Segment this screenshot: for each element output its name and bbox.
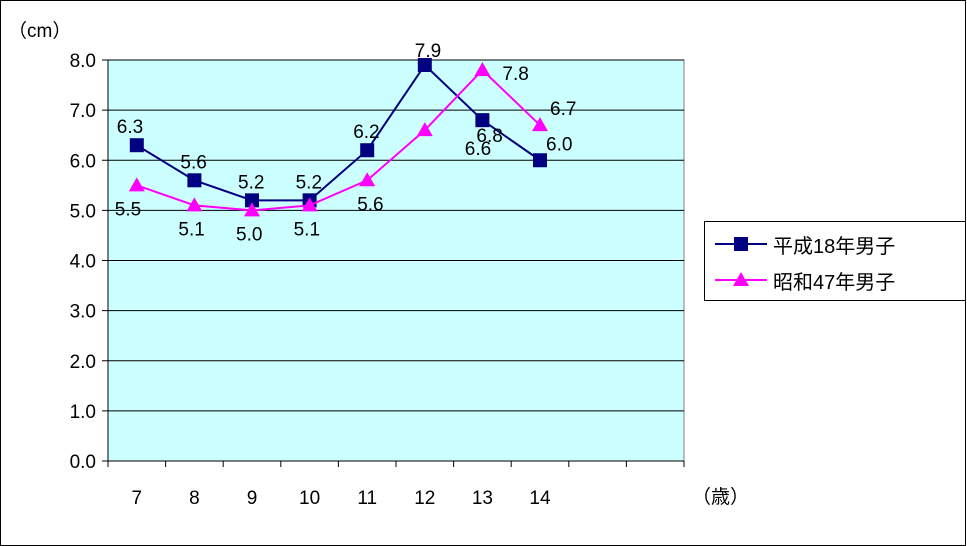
data-label: 5.1 [294,219,320,240]
data-label: 5.0 [236,224,262,245]
legend-item-heisei18: 平成18年男子 [713,229,895,259]
data-label: 6.8 [476,126,502,147]
y-tick-label: 2.0 [70,352,96,373]
data-point [301,197,318,212]
y-tick-label: 5.0 [70,201,96,222]
series-line [136,63,541,202]
legend-item-showa47: 昭和47年男子 [713,265,895,295]
data-label: 7.9 [415,41,441,62]
data-label: 6.2 [353,122,379,143]
data-point [244,202,260,217]
data-point [129,138,144,153]
y-tick-label: 1.0 [70,402,96,423]
x-tick-label: 14 [529,488,551,509]
y-tick-label: 8.0 [70,51,96,72]
data-label: 5.5 [115,199,141,220]
series-layer: 6.3 5.6 5.2 5.2 6.2 7.9 6.8 6.0 5.5 5.1 5.0 5.1 5.6 6… [115,41,577,245]
x-axis-unit: （歳） [692,486,749,508]
x-axis: 7 8 9 10 11 12 13 14 [107,460,685,509]
x-tick-label: 11 [357,488,377,509]
data-point [186,197,203,212]
x-tick-label: 8 [189,488,200,509]
legend-label: 昭和47年男子 [773,271,896,294]
data-point [417,58,432,73]
data-label: 5.1 [178,219,204,240]
data-label: 7.8 [502,64,528,85]
x-tick-label: 7 [132,488,143,509]
data-point [533,153,547,168]
data-point [245,193,259,208]
x-tick-label: 13 [472,488,493,509]
data-point [187,173,202,188]
data-point [416,122,433,137]
y-tick-label: 4.0 [70,252,96,273]
data-point [532,117,548,132]
data-label: 6.0 [546,134,572,155]
y-tick-label: 0.0 [70,452,96,473]
data-point [359,172,376,187]
data-point [475,113,490,128]
data-point [128,177,145,192]
data-label: 5.6 [180,152,206,173]
data-label: 6.7 [550,99,576,120]
y-axis-unit: （cm） [8,20,71,42]
legend-marker-square-icon [715,237,767,251]
data-label: 5.2 [238,172,264,193]
gridlines [108,59,684,412]
y-axis: 0.0 1.0 2.0 3.0 4.0 5.0 6.0 7.0 8.0 [70,51,109,473]
data-label: 6.3 [117,117,143,138]
x-tick-label: 12 [414,488,435,509]
y-tick-label: 7.0 [70,101,96,122]
x-tick-label: 10 [299,488,320,509]
data-point [474,62,491,77]
data-point [360,143,375,158]
y-tick-label: 6.0 [70,151,96,172]
data-label: 5.2 [296,172,322,193]
legend-label: 平成18年男子 [773,235,896,258]
series-line [136,68,541,212]
data-label: 5.6 [357,194,383,215]
x-tick-label: 9 [247,488,258,509]
legend: 平成18年男子 昭和47年男子 [704,221,966,301]
y-tick-label: 3.0 [70,302,96,323]
legend-marker-triangle-icon [715,272,767,286]
data-label: 6.6 [465,139,491,160]
